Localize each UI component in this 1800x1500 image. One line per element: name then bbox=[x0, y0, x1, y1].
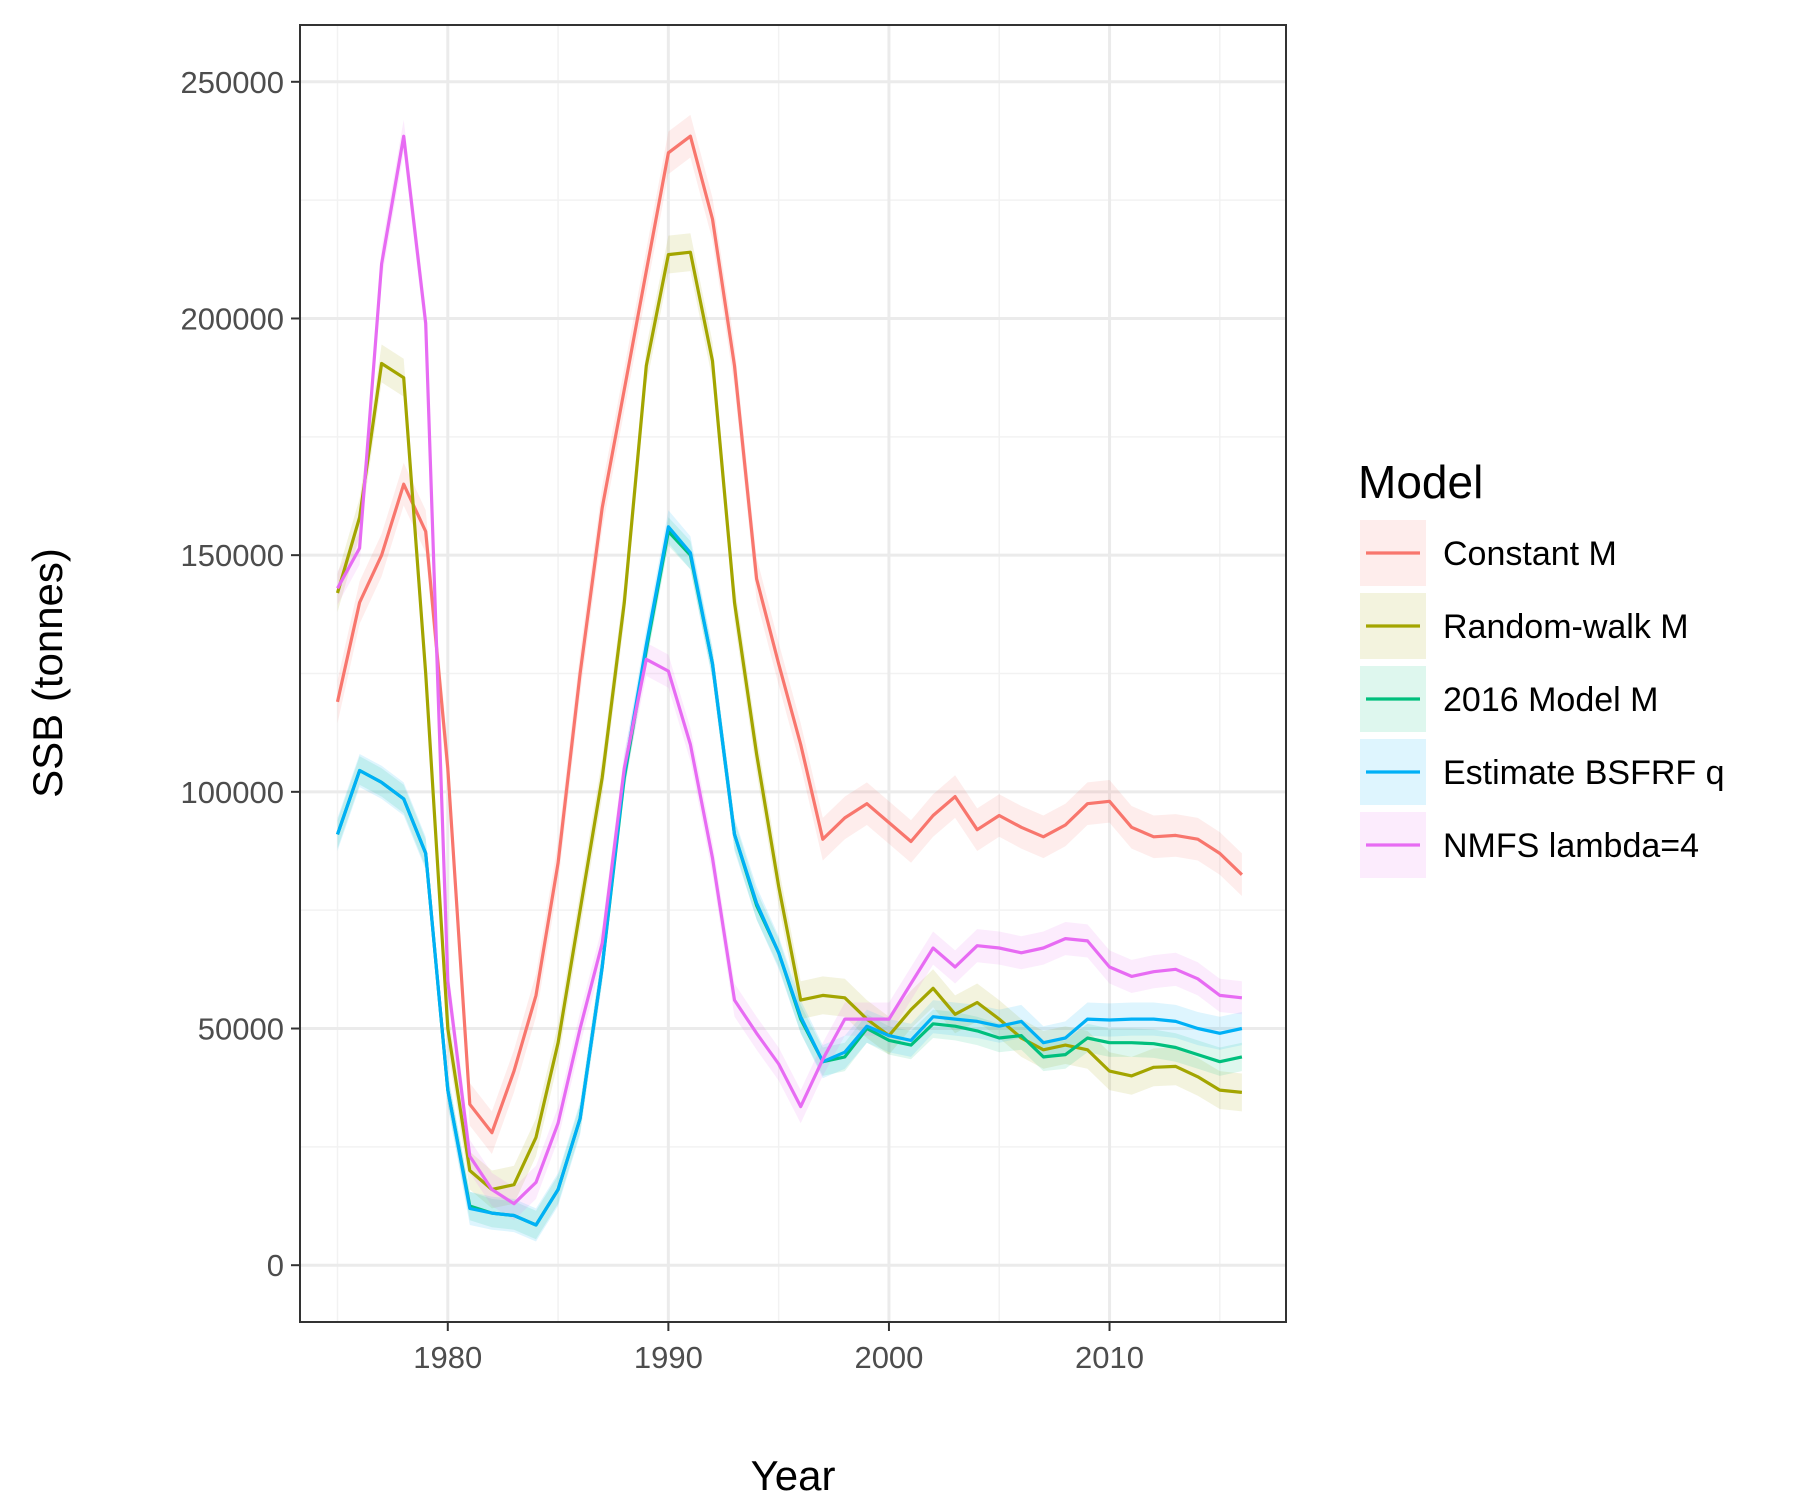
y-tick-label: 0 bbox=[267, 1248, 284, 1283]
legend-label: Constant M bbox=[1443, 535, 1617, 573]
series-band bbox=[337, 119, 1242, 1221]
series-lines bbox=[335, 134, 1244, 1227]
series-line bbox=[335, 525, 1243, 1227]
y-tick-label: 100000 bbox=[181, 775, 284, 810]
axes: 0 50000 100000 150000 200000 250000 1980 1990 20… bbox=[181, 65, 1144, 1375]
legend-label: 2016 Model M bbox=[1443, 681, 1658, 719]
confidence-bands bbox=[337, 114, 1242, 1242]
series-line bbox=[335, 134, 1244, 1135]
x-tick-label: 1980 bbox=[413, 1340, 482, 1375]
legend-items: Constant M Random-walk M 2016 Model M Estim… bbox=[1360, 520, 1725, 878]
legend-title: Model bbox=[1358, 456, 1483, 508]
legend-label: Estimate BSFRF q bbox=[1443, 754, 1725, 792]
panel-border bbox=[299, 24, 1287, 1323]
y-axis-title: SSB (tonnes) bbox=[24, 548, 71, 798]
grid bbox=[300, 25, 1286, 1322]
x-tick-label: 2000 bbox=[854, 1340, 923, 1375]
legend-label: Random-walk M bbox=[1443, 608, 1689, 646]
x-tick-label: 2010 bbox=[1075, 1340, 1144, 1375]
series-line bbox=[336, 134, 1243, 1206]
legend-label: NMFS lambda=4 bbox=[1443, 827, 1699, 865]
y-tick-label: 150000 bbox=[181, 538, 284, 573]
x-tick-label: 1990 bbox=[634, 1340, 703, 1375]
y-tick-label: 50000 bbox=[198, 1012, 284, 1047]
legend: Model Constant M Random-walk M 2016 Model … bbox=[1358, 456, 1725, 878]
x-axis-title: Year bbox=[751, 1452, 836, 1499]
y-tick-label: 250000 bbox=[181, 65, 284, 100]
y-tick-label: 200000 bbox=[181, 301, 284, 336]
